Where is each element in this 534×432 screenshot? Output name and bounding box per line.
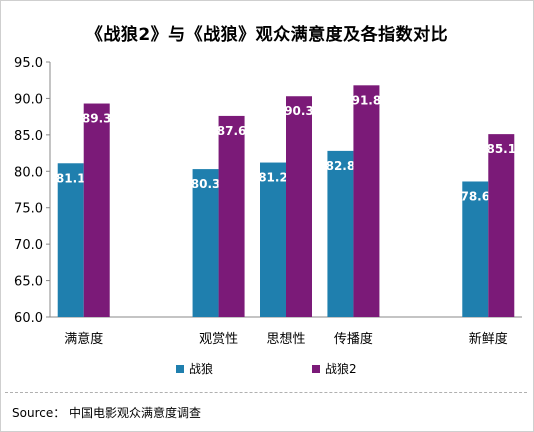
x-tick-label: 新鲜度: [469, 331, 508, 347]
x-tick-label: 观赏性: [199, 332, 238, 347]
bar-data-label: 87.6: [217, 124, 247, 138]
y-tick-label: 65.0: [14, 275, 43, 290]
bar: [83, 103, 110, 318]
bar-data-label: 89.3: [82, 112, 112, 126]
bar: [192, 169, 219, 317]
source-divider: [5, 392, 527, 393]
bar: [462, 181, 489, 317]
bar-data-label: 78.6: [460, 189, 490, 203]
bar: [488, 134, 515, 317]
y-tick-label: 75.0: [14, 202, 43, 217]
bar-data-label: 85.1: [486, 142, 516, 156]
y-tick-label: 80.0: [14, 165, 43, 180]
y-tick-label: 85.0: [14, 129, 43, 144]
bar-data-label: 80.3: [191, 177, 221, 191]
y-tick-label: 95.0: [14, 56, 43, 71]
y-tick-label: 90.0: [14, 92, 43, 107]
x-tick-label: 思想性: [266, 331, 305, 347]
legend-swatch: [176, 365, 184, 373]
bar: [57, 163, 84, 317]
bar-data-label: 81.2: [258, 171, 288, 185]
bar: [327, 150, 354, 317]
bar: [260, 162, 286, 317]
bar-data-label: 82.8: [326, 159, 356, 173]
y-tick-label: 70.0: [14, 238, 43, 253]
chart-title: 《战狼2》与《战狼》观众满意度及各指数对比: [85, 25, 449, 45]
bar-data-label: 90.3: [284, 104, 314, 118]
bar: [218, 115, 245, 318]
legend-label: 战狼2: [325, 361, 357, 376]
legend-swatch: [312, 365, 320, 373]
bar: [286, 96, 312, 317]
x-tick-label: 满意度: [64, 331, 103, 347]
y-tick-label: 60.0: [14, 311, 43, 326]
source-note: Source： 中国电影观众满意度调查: [12, 406, 202, 420]
x-tick-label: 传播度: [334, 331, 373, 347]
bar-data-label: 81.1: [56, 171, 86, 185]
bar: [353, 85, 380, 317]
bar-data-label: 91.8: [352, 93, 382, 107]
legend-label: 战狼: [189, 361, 213, 376]
